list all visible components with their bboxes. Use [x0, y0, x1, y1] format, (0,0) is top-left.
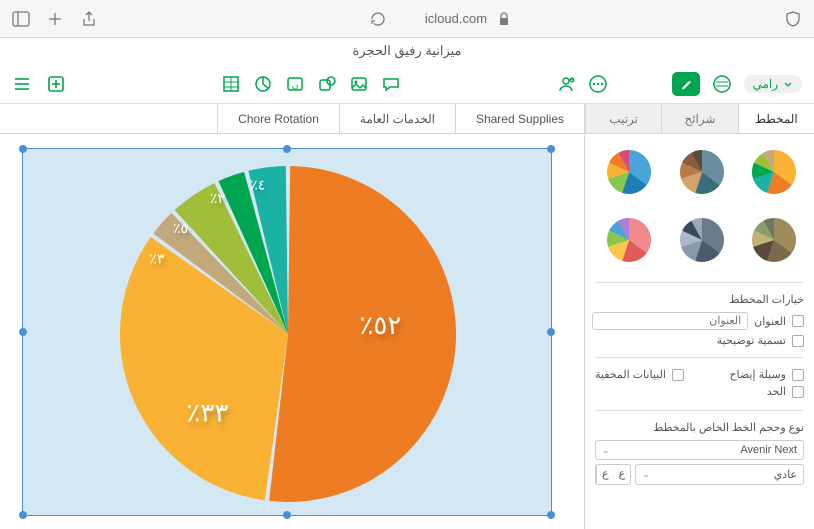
chart-icon[interactable] — [253, 74, 273, 94]
toolbar: ن + رامي — [0, 64, 814, 104]
font-select[interactable]: Avenir Next⌄ — [595, 440, 804, 460]
more-icon[interactable] — [588, 74, 608, 94]
pie-chart[interactable]: ٪٥٢ ٪٣٣ ٪٣ ٪٥ ٪٣ ٪٤ — [23, 159, 553, 509]
tabs-row: Chore Rotationالخدمات العامةShared Suppl… — [0, 104, 814, 134]
border-checkbox[interactable] — [792, 386, 804, 398]
slice-label: ٪٥ — [173, 220, 188, 236]
title-checkbox[interactable] — [792, 315, 804, 327]
sidebar-toggle-icon[interactable] — [12, 10, 30, 28]
refresh-icon[interactable] — [369, 10, 387, 28]
tab-segments[interactable]: شرائح — [661, 104, 737, 133]
chart-selection[interactable]: ٪٥٢ ٪٣٣ ٪٣ ٪٥ ٪٣ ٪٤ — [22, 148, 552, 516]
canvas[interactable]: ٪٥٢ ٪٣٣ ٪٣ ٪٥ ٪٣ ٪٤ — [0, 134, 584, 529]
chevron-down-icon: ⌄ — [602, 445, 610, 456]
shape-icon[interactable] — [317, 74, 337, 94]
font-size-stepper[interactable]: عع — [595, 464, 631, 485]
chevron-down-icon — [782, 78, 794, 90]
legend-checkbox[interactable] — [792, 369, 804, 381]
chart-style-thumb[interactable] — [744, 210, 804, 270]
document-title: ميزانية رفيق الحجرة — [0, 38, 814, 64]
selection-handle[interactable] — [19, 328, 27, 336]
media-icon[interactable] — [349, 74, 369, 94]
lock-icon — [495, 10, 513, 28]
selection-handle[interactable] — [283, 145, 291, 153]
selection-handle[interactable] — [283, 511, 291, 519]
table-icon[interactable] — [221, 74, 241, 94]
chart-style-thumb[interactable] — [672, 210, 732, 270]
legend-label: وسيلة إيضاح — [729, 368, 786, 381]
caption-label: تسمية توضيحية — [717, 334, 786, 347]
format-sidebar: خيارات المخطط العنوان تسمية توضيحية وسيل… — [584, 134, 814, 529]
title-label: العنوان — [754, 315, 786, 328]
selection-handle[interactable] — [547, 328, 555, 336]
browser-bar: icloud.com — [0, 0, 814, 38]
new-tab-icon[interactable] — [46, 10, 64, 28]
border-label: الحد — [767, 385, 786, 398]
tab-chart[interactable]: المخطط — [738, 104, 814, 133]
user-pill[interactable]: رامي — [744, 75, 802, 93]
comment-icon[interactable] — [381, 74, 401, 94]
sheet-tab[interactable]: Shared Supplies — [455, 104, 584, 133]
hidden-data-checkbox[interactable] — [672, 369, 684, 381]
organize-icon[interactable] — [712, 74, 732, 94]
slice-label: ٪٣ — [149, 250, 165, 266]
tab-arrange[interactable]: ترتيب — [585, 104, 661, 133]
chart-style-thumb[interactable] — [599, 210, 659, 270]
slice-label: ٪٥٢ — [359, 310, 401, 340]
privacy-icon[interactable] — [784, 10, 802, 28]
chevron-down-icon: ⌄ — [642, 469, 650, 480]
caption-checkbox[interactable] — [792, 335, 804, 347]
collaborate-icon[interactable]: + — [556, 74, 576, 94]
selection-handle[interactable] — [547, 145, 555, 153]
insert-icon[interactable] — [46, 74, 66, 94]
url-text: icloud.com — [425, 11, 487, 26]
svg-text:ن: ن — [292, 80, 299, 90]
user-name: رامي — [752, 77, 778, 91]
slice-label: ٪٤ — [250, 177, 265, 193]
hidden-data-label: البيانات المخفية — [595, 368, 666, 381]
text-icon[interactable]: ن — [285, 74, 305, 94]
view-menu-icon[interactable] — [12, 74, 32, 94]
slice-label: ٪٣ — [210, 190, 226, 206]
title-input[interactable] — [592, 312, 748, 330]
chart-style-thumb[interactable] — [599, 142, 659, 202]
selection-handle[interactable] — [547, 511, 555, 519]
svg-text:+: + — [571, 78, 574, 84]
chart-style-thumb[interactable] — [672, 142, 732, 202]
selection-handle[interactable] — [19, 511, 27, 519]
format-button[interactable] — [672, 72, 700, 96]
slice-label: ٪٣٣ — [186, 397, 228, 427]
selection-handle[interactable] — [19, 145, 27, 153]
sheet-tab[interactable]: Chore Rotation — [217, 104, 339, 133]
sheet-tab[interactable]: الخدمات العامة — [339, 104, 455, 133]
font-section-title: نوع وحجم الخط الخاص بالمخطط — [595, 421, 804, 434]
font-style-select[interactable]: عادي⌄ — [635, 464, 804, 485]
share-icon[interactable] — [80, 10, 98, 28]
chart-options-title: خيارات المخطط — [595, 293, 804, 306]
chart-style-thumb[interactable] — [744, 142, 804, 202]
